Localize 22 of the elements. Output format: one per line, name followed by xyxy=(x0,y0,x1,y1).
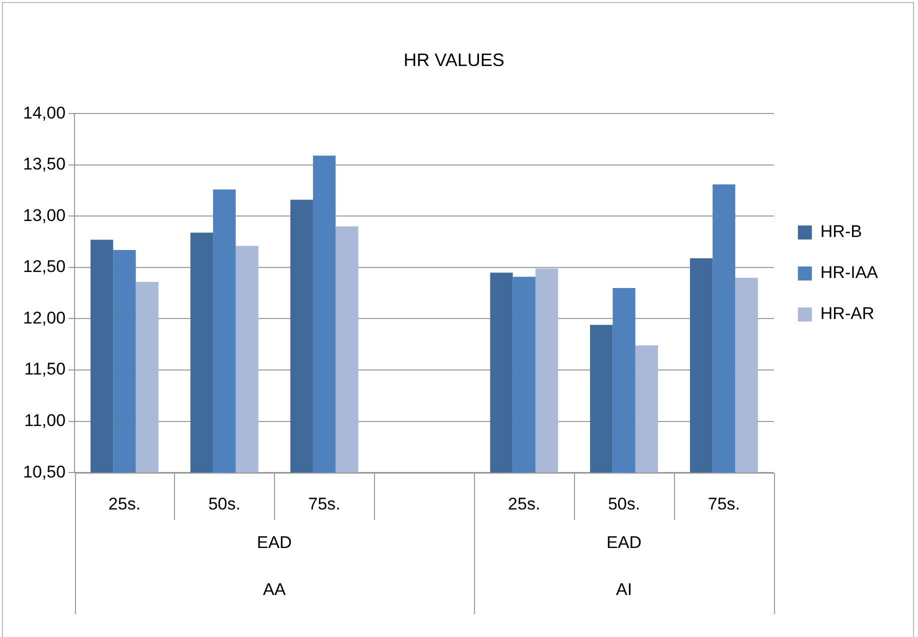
y-tick-label: 12,50 xyxy=(22,257,66,276)
text: EAD xyxy=(606,532,642,552)
text: EAD xyxy=(256,532,292,552)
y-tick-label: 13,00 xyxy=(22,206,66,225)
y-tick-label: 11,00 xyxy=(24,411,66,430)
y-tick-label: 10,50 xyxy=(22,462,66,482)
y-tick-label: 13,50 xyxy=(22,154,66,174)
x-tick-label: 25s. xyxy=(508,494,540,514)
legend-label: HR-AR xyxy=(820,304,874,324)
text: AI xyxy=(616,580,632,599)
x-tick-label: 25s. xyxy=(108,494,141,514)
y-tick-label: 14,00 xyxy=(22,103,66,122)
x-tick-label: 75s. xyxy=(308,494,340,514)
legend-label: HR-B xyxy=(820,222,862,242)
x-tick-label: 50s. xyxy=(608,494,640,514)
x-tick-label: 50s. xyxy=(208,494,240,514)
text: AA xyxy=(263,580,286,599)
y-tick-label: 12,00 xyxy=(22,308,66,328)
chart-title: HR VALUES xyxy=(404,50,504,70)
legend-label: HR-IAA xyxy=(820,263,879,282)
y-tick-label: 11,50 xyxy=(24,360,66,379)
x-tick-label: 75s. xyxy=(708,494,740,514)
